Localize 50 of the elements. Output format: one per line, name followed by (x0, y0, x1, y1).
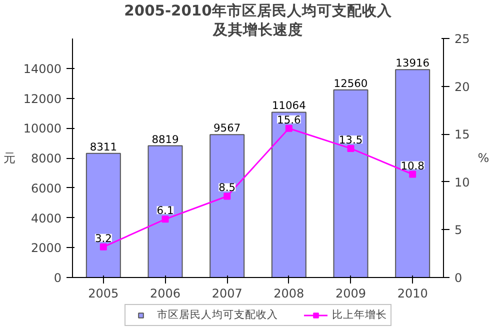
bar (210, 134, 245, 278)
point (347, 144, 354, 152)
x-tick-label: 2009 (335, 286, 366, 300)
y-tick-label: 4000 (30, 211, 62, 226)
chart-subtitle: 及其增长速度 (212, 20, 303, 38)
y-tick-label: 6000 (30, 181, 62, 196)
data-label: 11064 (272, 99, 306, 112)
data-label: 13.5 (338, 133, 363, 146)
bar (271, 112, 306, 278)
y-tick-label: 12000 (23, 92, 62, 106)
legend-label: 比上年增长 (332, 308, 387, 322)
chart-title: 2005-2010年市区居民人均可支配收入 (124, 2, 393, 20)
point (285, 124, 292, 132)
bar (333, 89, 368, 278)
data-label: 8311 (90, 140, 117, 154)
bar (395, 69, 430, 278)
y2-tick-label: 25 (454, 32, 470, 46)
y2-tick-label: 5 (454, 223, 462, 238)
y-axis-title: 元 (3, 151, 16, 165)
y-tick-label: 10000 (23, 122, 62, 136)
x-tick-label: 2005 (88, 286, 119, 300)
point (409, 170, 416, 178)
data-label: 10.8 (400, 159, 425, 172)
y2-axis-title: % (478, 151, 490, 165)
data-label: 15.6 (277, 113, 301, 126)
y2-tick-label: 20 (454, 80, 470, 94)
data-label: 8.5 (218, 181, 236, 194)
data-label: 3.2 (94, 232, 112, 245)
y2-tick-label: 0 (454, 271, 462, 285)
bar (148, 145, 183, 278)
y-tick-label: 8000 (30, 152, 62, 166)
y2-tick-label: 10 (454, 175, 470, 190)
y-tick-label: 14000 (23, 62, 62, 76)
point (162, 216, 169, 223)
x-tick-label: 2010 (397, 286, 428, 300)
y-tick-label: 2000 (30, 241, 62, 256)
y-tick-label: 0 (54, 271, 62, 285)
data-label: 12560 (334, 76, 368, 90)
x-tick-label: 2008 (274, 286, 304, 300)
data-label: 6.1 (156, 204, 174, 218)
data-label: 9567 (214, 122, 241, 135)
point (100, 243, 107, 250)
x-tick-label: 2006 (150, 286, 181, 300)
y2-tick-label: 15 (454, 128, 470, 142)
point (224, 192, 231, 200)
bar (86, 152, 121, 278)
x-tick-label: 2007 (212, 286, 242, 300)
legend-label: 市区居民人均可支配收入 (157, 308, 278, 322)
data-label: 8819 (152, 132, 180, 146)
data-label: 13916 (396, 56, 430, 70)
